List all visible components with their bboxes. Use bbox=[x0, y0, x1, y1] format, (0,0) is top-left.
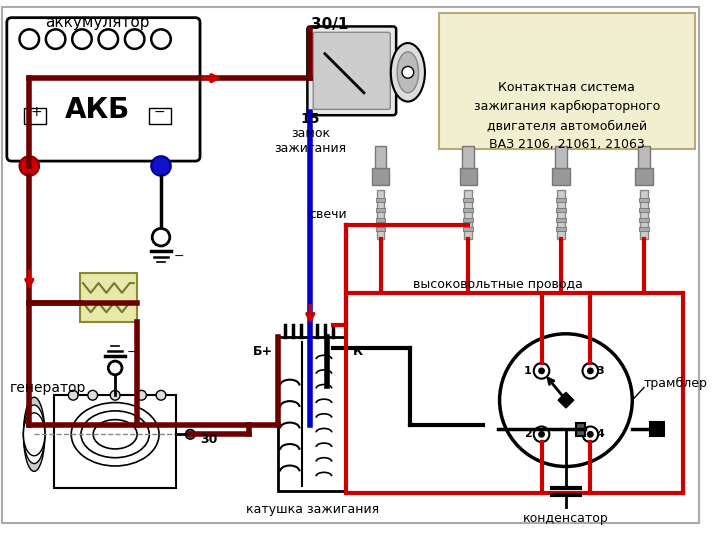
Ellipse shape bbox=[81, 411, 149, 458]
Bar bbox=[278, 337, 346, 491]
Text: замок
зажигания: замок зажигания bbox=[274, 127, 346, 155]
Bar bbox=[638, 147, 650, 168]
Circle shape bbox=[68, 390, 78, 400]
Text: конденсатор: конденсатор bbox=[523, 512, 609, 526]
Circle shape bbox=[402, 67, 414, 78]
Bar bbox=[460, 168, 477, 185]
Circle shape bbox=[19, 156, 39, 176]
Ellipse shape bbox=[397, 52, 419, 93]
Bar bbox=[376, 217, 386, 222]
Text: катушка зажигания: катушка зажигания bbox=[246, 503, 379, 515]
Text: высоковольтные провода: высоковольтные провода bbox=[413, 278, 582, 291]
Bar bbox=[80, 273, 136, 322]
Bar bbox=[556, 217, 566, 222]
Text: Контактная система
зажигания карбюраторного
двигателя автомобилей
ВАЗ 2106, 2106: Контактная система зажигания карбюраторн… bbox=[474, 81, 660, 151]
Bar bbox=[376, 198, 386, 202]
Text: 3: 3 bbox=[596, 366, 604, 376]
Bar bbox=[639, 198, 649, 202]
Circle shape bbox=[587, 367, 594, 374]
Circle shape bbox=[108, 361, 122, 375]
Bar bbox=[375, 147, 386, 168]
Bar bbox=[377, 190, 384, 239]
Text: свечи: свечи bbox=[309, 208, 346, 221]
Ellipse shape bbox=[24, 397, 45, 471]
Bar bbox=[464, 217, 473, 222]
Circle shape bbox=[156, 390, 166, 400]
Text: генератор: генератор bbox=[10, 381, 86, 394]
Circle shape bbox=[185, 430, 195, 439]
Text: Б+: Б+ bbox=[253, 345, 274, 358]
Ellipse shape bbox=[391, 43, 425, 102]
Circle shape bbox=[111, 390, 120, 400]
Circle shape bbox=[136, 390, 146, 400]
Bar bbox=[376, 208, 386, 212]
Circle shape bbox=[500, 334, 633, 466]
Bar bbox=[24, 108, 46, 124]
FancyBboxPatch shape bbox=[439, 13, 695, 149]
Text: АКБ: АКБ bbox=[65, 96, 130, 124]
Bar bbox=[639, 228, 649, 231]
Bar bbox=[639, 217, 649, 222]
Bar bbox=[464, 228, 473, 231]
FancyBboxPatch shape bbox=[307, 27, 396, 115]
Circle shape bbox=[587, 431, 594, 438]
FancyBboxPatch shape bbox=[313, 33, 391, 109]
Text: аккумулятор: аккумулятор bbox=[45, 15, 150, 30]
Circle shape bbox=[151, 156, 171, 176]
Circle shape bbox=[88, 390, 98, 400]
Bar bbox=[650, 422, 663, 436]
Text: 1: 1 bbox=[524, 366, 532, 376]
Bar bbox=[464, 198, 473, 202]
Bar bbox=[149, 108, 171, 124]
Bar bbox=[465, 190, 472, 239]
Bar bbox=[639, 208, 649, 212]
Ellipse shape bbox=[24, 405, 45, 464]
Text: −: − bbox=[174, 250, 185, 263]
Text: 15: 15 bbox=[301, 112, 320, 126]
Bar bbox=[555, 147, 567, 168]
Circle shape bbox=[582, 426, 598, 442]
FancyBboxPatch shape bbox=[7, 18, 200, 161]
Text: 30/1: 30/1 bbox=[311, 17, 348, 31]
Circle shape bbox=[533, 426, 549, 442]
Circle shape bbox=[152, 229, 169, 246]
Bar bbox=[376, 228, 386, 231]
Text: 4: 4 bbox=[596, 429, 604, 439]
Bar bbox=[54, 395, 176, 488]
Bar bbox=[640, 190, 648, 239]
Bar bbox=[556, 228, 566, 231]
Bar bbox=[372, 168, 389, 185]
Circle shape bbox=[538, 367, 545, 374]
Ellipse shape bbox=[93, 419, 137, 449]
Bar bbox=[462, 147, 474, 168]
Circle shape bbox=[533, 363, 549, 378]
Polygon shape bbox=[558, 392, 574, 408]
Bar bbox=[556, 198, 566, 202]
Text: +: + bbox=[30, 106, 42, 119]
Ellipse shape bbox=[24, 413, 45, 456]
Circle shape bbox=[538, 431, 545, 438]
Text: 30: 30 bbox=[200, 433, 218, 446]
Text: трамблер: трамблер bbox=[644, 377, 708, 390]
Bar bbox=[464, 208, 473, 212]
Bar bbox=[556, 208, 566, 212]
Bar bbox=[635, 168, 653, 185]
Ellipse shape bbox=[71, 402, 159, 466]
Text: К: К bbox=[353, 345, 363, 358]
Bar bbox=[576, 423, 585, 436]
Bar bbox=[557, 190, 565, 239]
Text: −: − bbox=[127, 346, 137, 359]
Bar bbox=[552, 168, 570, 185]
Circle shape bbox=[582, 363, 598, 378]
Text: −: − bbox=[153, 106, 165, 119]
Text: 2: 2 bbox=[524, 429, 532, 439]
